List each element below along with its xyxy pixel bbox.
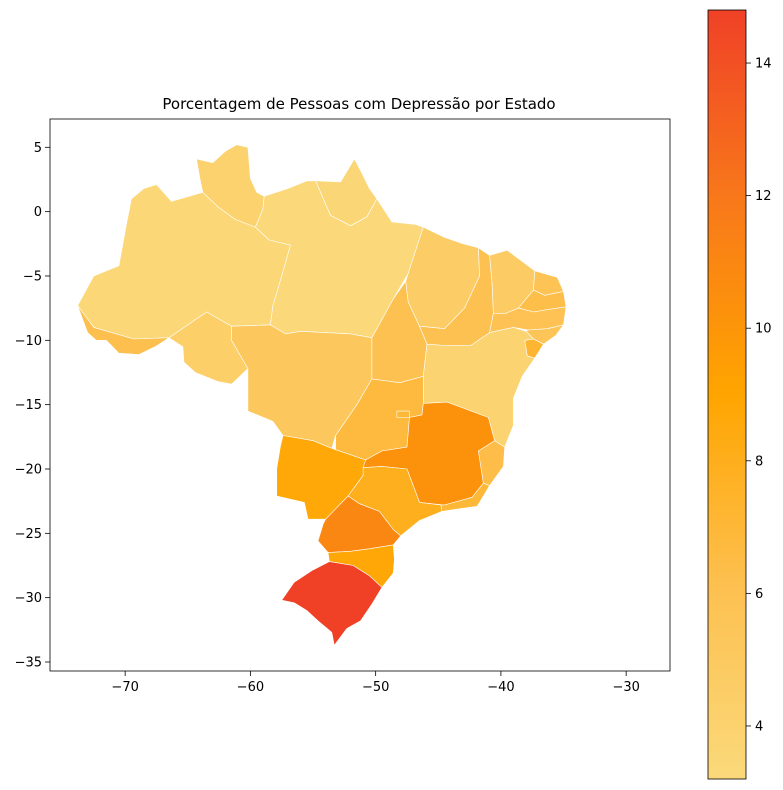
x-tick-label: −50: [362, 680, 389, 695]
x-axis: −70 −60 −50 −40 −30: [111, 671, 640, 695]
colorbar-tick-label: 10: [755, 322, 772, 337]
y-tick-label: 0: [34, 205, 42, 220]
colorbar-ticks: 4 6 8 10 12 14: [746, 57, 772, 734]
state-rs: [281, 561, 383, 646]
state-df: [396, 410, 410, 418]
colorbar-tick-label: 6: [755, 587, 763, 602]
y-tick-label: −30: [15, 591, 42, 606]
chart-title: Porcentagem de Pessoas com Depressão por…: [162, 95, 555, 113]
y-tick-label: −5: [23, 269, 42, 284]
state-mt: [231, 324, 373, 449]
y-tick-label: −25: [15, 527, 42, 542]
y-tick-label: −15: [15, 398, 42, 413]
colorbar-tick-label: 8: [755, 454, 763, 469]
y-tick-label: −20: [15, 462, 42, 477]
y-tick-label: 5: [34, 141, 42, 156]
x-tick-label: −40: [487, 680, 514, 695]
state-ro: [168, 311, 249, 385]
colorbar-tick-label: 4: [755, 719, 763, 734]
colorbar-tick-label: 12: [755, 189, 772, 204]
y-tick-label: −35: [15, 655, 42, 670]
colorbar: 4 6 8 10 12 14: [707, 9, 772, 780]
state-ac: [77, 305, 170, 355]
colorbar-gradient: [707, 9, 747, 780]
x-tick-label: −30: [612, 680, 639, 695]
colorbar-tick-label: 14: [755, 57, 772, 72]
y-tick-label: −10: [15, 334, 42, 349]
states-layer: [77, 144, 567, 646]
x-tick-label: −60: [237, 680, 264, 695]
y-axis: 5 0 −5 −10 −15 −20 −25 −30 −35: [15, 141, 50, 670]
map-plot-area: −70 −60 −50 −40 −30 5 0 −5 −10 −15 −20 −25 −30 −35: [15, 118, 671, 695]
x-tick-label: −70: [111, 680, 138, 695]
